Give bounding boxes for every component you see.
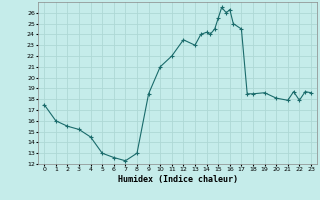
X-axis label: Humidex (Indice chaleur): Humidex (Indice chaleur) xyxy=(118,175,238,184)
